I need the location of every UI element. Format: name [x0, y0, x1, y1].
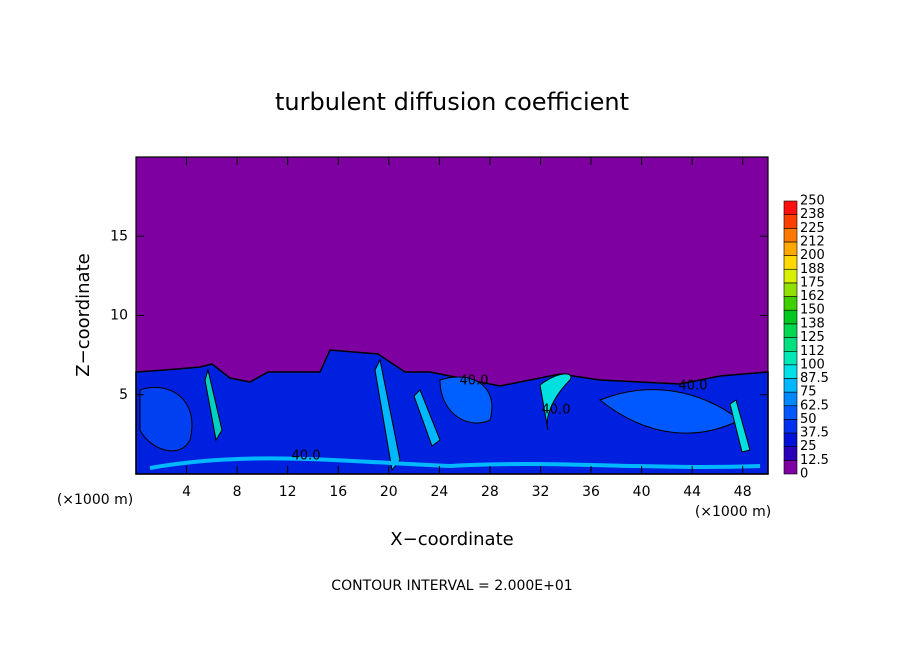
colorbar-label: 188	[800, 262, 825, 277]
y-tick-label: 5	[119, 387, 128, 403]
colorbar-label: 250	[800, 194, 825, 209]
colorbar-label: 138	[800, 316, 825, 331]
colorbar-swatch	[783, 282, 798, 297]
colorbar-label: 212	[800, 234, 825, 249]
colorbar-label: 75	[800, 385, 817, 400]
colorbar-swatch	[783, 255, 798, 270]
colorbar-label: 0	[800, 467, 808, 482]
x-tick-label: 8	[233, 484, 242, 500]
field-streak	[413, 389, 441, 447]
colorbar-swatch	[783, 446, 798, 461]
x-tick-label: 24	[430, 484, 448, 500]
colorbar-swatch	[783, 228, 798, 243]
colorbar-swatch	[783, 391, 798, 407]
contour-label: 40.0	[542, 403, 571, 418]
colorbar-label: 37.5	[800, 426, 829, 441]
chart-title: turbulent diffusion coefficient	[275, 88, 629, 116]
colorbar-label: 12.5	[800, 453, 829, 468]
colorbar-swatch	[783, 364, 798, 379]
colorbar-swatch	[783, 200, 798, 215]
x-unit: (×1000 m)	[57, 492, 133, 508]
x-tick-label: 16	[329, 484, 347, 500]
field-region	[139, 386, 193, 452]
contour-label: 40.0	[679, 379, 708, 394]
colorbar-swatch	[783, 405, 798, 420]
x-tick-label: 40	[633, 484, 651, 500]
colorbar-label: 25	[800, 439, 817, 454]
colorbar-label: 100	[800, 357, 825, 372]
colorbar-swatch	[783, 432, 798, 447]
x-tick-label: 44	[683, 484, 701, 500]
colorbar-label: 125	[800, 330, 825, 345]
x-tick-label: 28	[481, 484, 499, 500]
colorbar-swatch	[783, 351, 798, 366]
x-axis-title: X−coordinate	[390, 529, 513, 550]
x-tick-label: 4	[182, 484, 191, 500]
x-tick-label: 20	[380, 484, 398, 500]
y-axis-title: Z−coordinate	[73, 253, 94, 376]
x-tick-label: 36	[582, 484, 600, 500]
colorbar-label: 225	[800, 221, 825, 236]
colorbar-label: 150	[800, 303, 825, 318]
colorbar-swatch	[783, 323, 798, 338]
contour-label: 40.0	[292, 449, 321, 464]
colorbar-label: 175	[800, 275, 825, 290]
field-streak	[149, 456, 761, 470]
y-tick-label: 10	[110, 308, 128, 324]
contour-label: 40.0	[460, 374, 489, 389]
field-region	[439, 376, 493, 424]
colorbar-swatch	[783, 214, 798, 229]
colorbar-label: 200	[800, 248, 825, 263]
y-tick-label: 15	[110, 228, 128, 244]
colorbar-swatch	[783, 337, 798, 352]
field-streak	[539, 373, 572, 431]
colorbar-label: 238	[800, 207, 825, 222]
colorbar-label: 62.5	[800, 398, 829, 413]
colorbar-label: 87.5	[800, 371, 829, 386]
colorbar-swatch	[783, 419, 798, 434]
colorbar-label: 112	[800, 344, 825, 359]
x-tick-label: 32	[532, 484, 550, 500]
colorbar-swatch	[783, 309, 798, 325]
colorbar-label: 50	[800, 412, 817, 427]
field-streak	[374, 358, 401, 472]
x-tick-label: 48	[734, 484, 752, 500]
colorbar-swatch	[783, 378, 798, 393]
colorbar-swatch	[783, 296, 798, 311]
colorbar-swatch	[783, 460, 798, 475]
field-streak	[204, 368, 223, 442]
colorbar-swatch	[783, 241, 798, 256]
footer-note: CONTOUR INTERVAL = 2.000E+01	[331, 578, 572, 594]
colorbar-label: 162	[800, 289, 825, 304]
colorbar-swatch	[783, 268, 798, 284]
field-streak	[729, 399, 751, 453]
x-tick-label: 12	[279, 484, 297, 500]
field	[135, 349, 769, 475]
x-unit: (×1000 m)	[695, 504, 771, 520]
